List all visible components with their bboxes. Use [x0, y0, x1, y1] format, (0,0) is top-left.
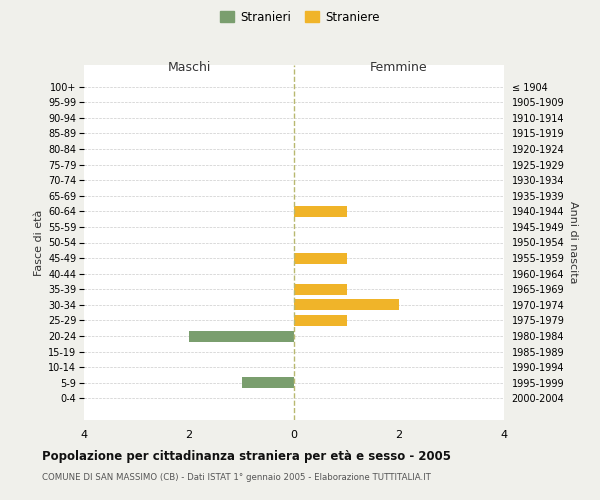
- Text: Femmine: Femmine: [370, 61, 428, 74]
- Bar: [189, 330, 294, 342]
- Bar: [241, 378, 294, 388]
- Y-axis label: Anni di nascita: Anni di nascita: [568, 201, 578, 284]
- Y-axis label: Fasce di età: Fasce di età: [34, 210, 44, 276]
- Bar: [294, 252, 347, 264]
- Text: Maschi: Maschi: [167, 61, 211, 74]
- Text: Popolazione per cittadinanza straniera per età e sesso - 2005: Popolazione per cittadinanza straniera p…: [42, 450, 451, 463]
- Bar: [294, 206, 347, 217]
- Bar: [294, 300, 399, 310]
- Bar: [294, 315, 347, 326]
- Text: COMUNE DI SAN MASSIMO (CB) - Dati ISTAT 1° gennaio 2005 - Elaborazione TUTTITALI: COMUNE DI SAN MASSIMO (CB) - Dati ISTAT …: [42, 472, 431, 482]
- Legend: Stranieri, Straniere: Stranieri, Straniere: [215, 6, 385, 28]
- Bar: [294, 284, 347, 294]
